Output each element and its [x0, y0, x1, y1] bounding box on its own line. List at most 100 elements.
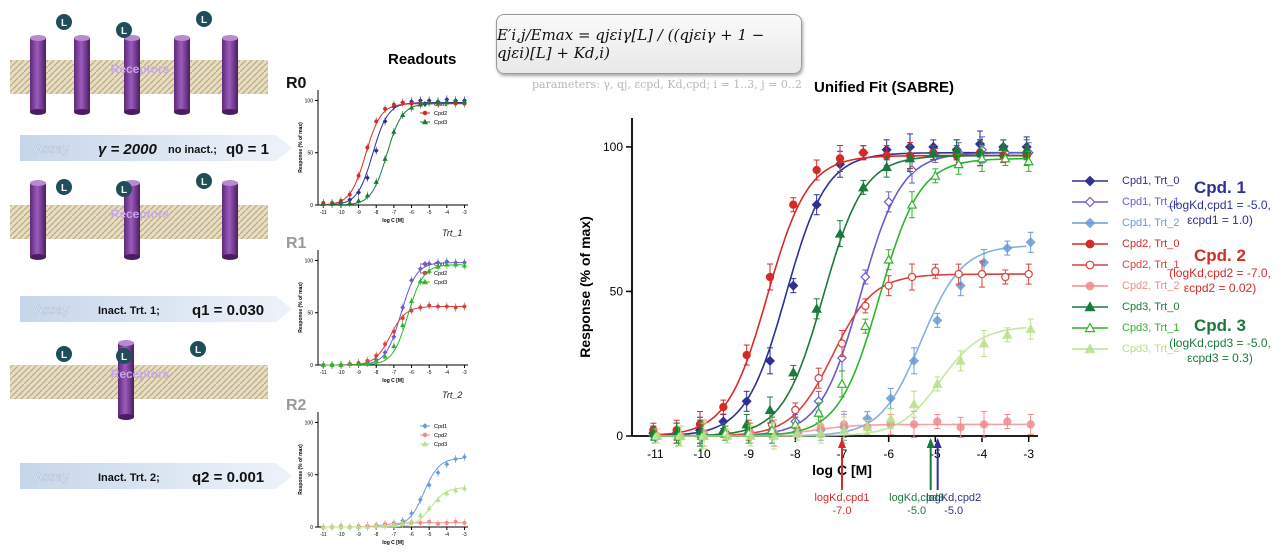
data-point — [382, 353, 388, 359]
data-point — [764, 404, 776, 414]
inactivation-note: no inact.; — [168, 144, 217, 156]
compound-kd: (logKd,cpd2 = -7.0, — [1169, 266, 1271, 280]
data-point — [906, 199, 918, 209]
data-point — [792, 427, 803, 438]
receptor-cylinder — [74, 38, 90, 112]
membrane — [10, 365, 268, 399]
data-point — [955, 355, 966, 365]
x-tick-label: -3 — [1023, 447, 1034, 461]
legend-label: Cpd1, Trt_2 — [1122, 216, 1180, 229]
data-point — [338, 362, 344, 367]
data-point — [400, 112, 406, 117]
x-tick-label: -8 — [374, 370, 379, 376]
data-point — [365, 145, 370, 150]
legend-label: Cpd3, Trt_2 — [1122, 342, 1180, 355]
fit-curve — [655, 154, 1027, 437]
x-tick-label: -9 — [356, 210, 361, 216]
arrow-shape — [20, 463, 292, 489]
kd-name: logKd,cpd2 — [926, 492, 982, 504]
data-point — [885, 413, 896, 423]
assay-arrow: Assay Inact. Trt. 1; q1 = 0.030 — [20, 296, 292, 322]
arrow-shape — [20, 296, 292, 322]
x-tick-label: -3 — [462, 532, 467, 538]
data-point — [391, 522, 397, 527]
data-point — [409, 510, 414, 516]
data-point — [675, 430, 686, 440]
legend-item: Cpd3, Trt_2 — [1070, 338, 1179, 359]
x-tick-label: -9 — [356, 532, 361, 538]
data-point — [838, 424, 850, 435]
data-point — [400, 521, 406, 526]
data-point — [811, 303, 822, 313]
data-point — [906, 164, 918, 176]
data-point — [885, 393, 896, 404]
ligand-icon — [116, 348, 132, 364]
data-point — [435, 496, 441, 502]
data-point — [834, 228, 846, 238]
fit-curve — [655, 154, 1027, 436]
x-tick-label: -6 — [409, 370, 414, 376]
legend-marker — [421, 118, 429, 125]
legend-swatch — [1072, 300, 1108, 311]
data-point — [1001, 272, 1010, 282]
receptor-bottom — [74, 109, 90, 115]
data-point — [932, 315, 943, 326]
data-point — [955, 280, 966, 291]
kd-label: logKd,cpd2 -5.0 — [920, 492, 988, 518]
small-legend-label: Cpd3 — [434, 442, 447, 448]
data-point — [813, 407, 824, 417]
y-tick-label: 0 — [310, 203, 313, 209]
small-legend: Cpd1 Cpd2 Cpd3 — [420, 423, 447, 448]
data-point — [409, 308, 414, 313]
y-tick-label: 0 — [616, 429, 623, 443]
y-axis-label: Response (% of max) — [298, 444, 304, 495]
data-point — [1002, 329, 1013, 339]
legend-swatch — [1072, 239, 1108, 248]
data-point — [408, 517, 415, 523]
data-point — [418, 305, 423, 310]
data-point — [837, 339, 847, 348]
small-legend-label: Cpd1 — [434, 424, 447, 430]
legend-item: Cpd1, Trt_0 — [1070, 170, 1179, 191]
data-point — [373, 523, 379, 528]
ligand-label: L — [121, 185, 127, 196]
data-point — [741, 396, 752, 407]
y-tick-label: 50 — [307, 311, 313, 317]
legend-item: Cpd3, Trt_0 — [1070, 296, 1179, 317]
data-point — [954, 269, 963, 279]
data-point — [835, 154, 845, 163]
data-point — [881, 161, 892, 172]
ligand-icon — [116, 181, 132, 197]
kd-value: -5.0 — [944, 505, 964, 517]
data-point — [391, 102, 396, 107]
x-tick-label: -4 — [445, 370, 450, 376]
receptors-label: Receptors — [111, 207, 170, 221]
compound-block: Cpd. 2 (logKd,cpd2 = -7.0, εcpd2 = 0.02) — [1160, 246, 1280, 296]
gamma-label: γ = 2000 — [98, 141, 157, 158]
x-tick-label: -7 — [392, 210, 397, 216]
x-tick-label: -8 — [790, 447, 801, 461]
small-chart-name: R2 — [286, 397, 307, 414]
data-point — [444, 490, 450, 496]
receptor-cylinder — [124, 183, 140, 257]
x-tick-label: -7 — [392, 532, 397, 538]
data-point — [461, 485, 468, 491]
data-point — [931, 267, 940, 276]
data-point — [811, 199, 822, 210]
compound-title: Cpd. 3 — [1194, 316, 1246, 335]
x-tick-label: -4 — [445, 532, 450, 538]
legend-marker — [1084, 342, 1096, 353]
legend-marker — [421, 440, 429, 447]
arrow-shape — [20, 135, 292, 161]
receptor-top — [30, 180, 46, 186]
compound-block: Cpd. 1 (logKd,cpd1 = -5.0, εcpd1 = 1.0) — [1160, 178, 1280, 228]
x-axis-label: log C [M] — [382, 378, 404, 384]
legend-label: Cpd2, Trt_2 — [1122, 279, 1180, 292]
data-point — [953, 158, 964, 169]
legend-label: Cpd2, Trt_0 — [1122, 237, 1180, 250]
data-point — [978, 257, 990, 268]
data-point — [1025, 323, 1036, 333]
data-point — [418, 520, 423, 525]
data-point — [382, 523, 388, 528]
legend-label: Cpd2, Trt_1 — [1122, 258, 1180, 271]
